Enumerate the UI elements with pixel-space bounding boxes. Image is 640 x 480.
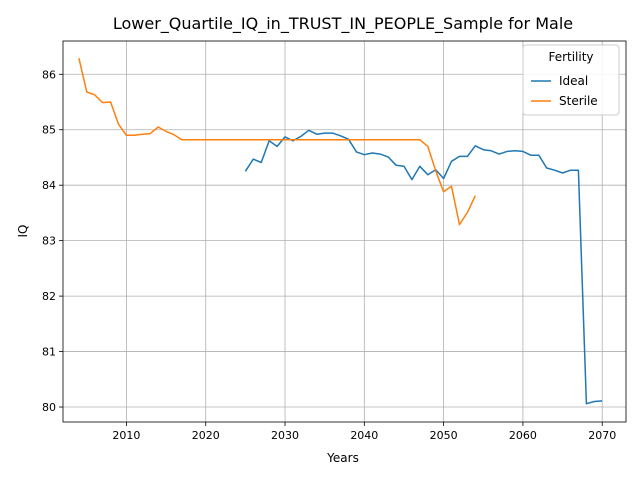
x-tick-label: 2040 bbox=[350, 429, 378, 442]
chart-title: Lower_Quartile_IQ_in_TRUST_IN_PEOPLE_Sam… bbox=[113, 14, 573, 34]
y-tick-label: 86 bbox=[42, 68, 56, 81]
y-tick-label: 84 bbox=[42, 179, 56, 192]
legend: Fertility Ideal Sterile bbox=[522, 44, 620, 116]
x-tick-label: 2020 bbox=[192, 429, 220, 442]
y-tick-label: 83 bbox=[42, 235, 56, 248]
series-lines bbox=[78, 58, 603, 405]
y-tick-label: 82 bbox=[42, 290, 56, 303]
y-axis-label: IQ bbox=[16, 225, 30, 238]
y-tick-label: 85 bbox=[42, 124, 56, 137]
grid bbox=[63, 41, 626, 422]
y-tick-label: 81 bbox=[42, 346, 56, 359]
x-tick-label: 2070 bbox=[588, 429, 616, 442]
x-tick-label: 2060 bbox=[509, 429, 537, 442]
y-tick-label: 80 bbox=[42, 401, 56, 414]
plot-frame bbox=[62, 40, 627, 423]
series-line-ideal bbox=[244, 129, 603, 405]
legend-entry-label: Sterile bbox=[559, 94, 598, 108]
legend-entry-label: Ideal bbox=[559, 74, 588, 88]
legend-box bbox=[522, 44, 620, 116]
x-tick-label: 2050 bbox=[430, 429, 458, 442]
x-tick-label: 2030 bbox=[271, 429, 299, 442]
legend-title: Fertility bbox=[548, 50, 593, 64]
x-axis-label: Years bbox=[326, 451, 359, 465]
axes: 2010 2020 2030 2040 2050 2060 2070 80 81 82 83 84 85… bbox=[42, 68, 616, 442]
x-tick-label: 2010 bbox=[112, 429, 140, 442]
series-line-sterile bbox=[78, 58, 476, 226]
